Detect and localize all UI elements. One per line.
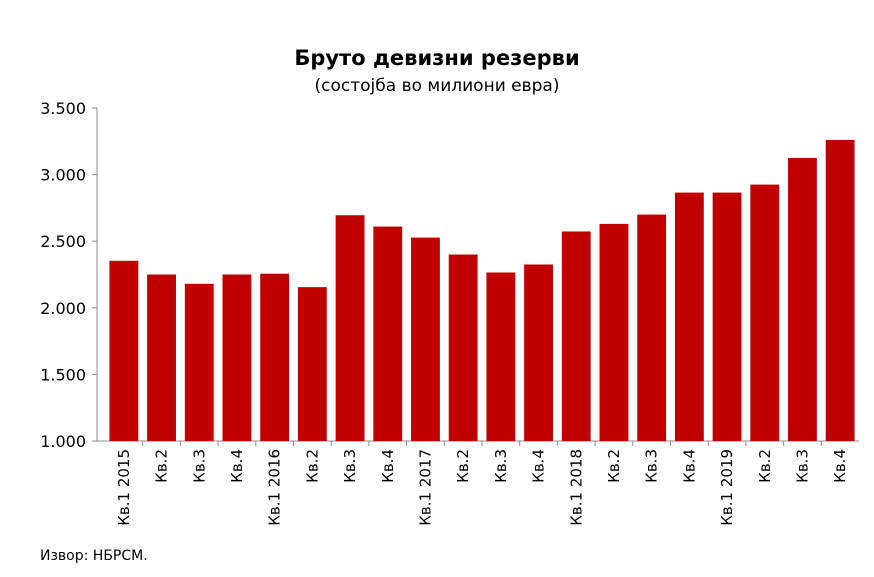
x-tick-label: Кв.2 (605, 449, 623, 483)
x-tick-label: Кв.3 (492, 449, 510, 483)
x-tick-label: Кв.3 (341, 449, 359, 483)
y-tick-label: 3.500 (40, 99, 86, 118)
x-tick-label: Кв.4 (379, 449, 397, 483)
bar (373, 226, 403, 441)
x-tick-label: Кв.4 (680, 449, 698, 483)
chart-title: Бруто девизни резерви (294, 46, 580, 70)
x-tick-label: Кв.1 2019 (718, 449, 736, 526)
bar (561, 231, 591, 441)
bar (109, 260, 139, 441)
x-tick-label: Кв.4 (831, 449, 849, 483)
x-tick-label: Кв.1 2018 (567, 449, 585, 526)
bar (448, 254, 478, 441)
bar (335, 215, 365, 441)
bar (147, 274, 176, 441)
x-tick-label: Кв.2 (454, 449, 472, 483)
bar (599, 223, 629, 441)
x-tick-label: Кв.2 (303, 449, 321, 483)
bar (486, 272, 516, 441)
x-tick-label: Кв.2 (756, 449, 774, 483)
bar (524, 264, 553, 441)
x-tick-label: Кв.3 (793, 449, 811, 483)
bar (637, 214, 667, 441)
x-tick-label: Кв.3 (643, 449, 661, 483)
bar (788, 157, 817, 441)
y-tick-label: 2.500 (40, 232, 86, 251)
x-tick-label: Кв.1 2016 (266, 449, 284, 526)
bar (297, 287, 327, 441)
source-note: Извор: НБРСМ. (40, 548, 148, 564)
bar (222, 274, 252, 441)
x-tick-label: Кв.2 (153, 449, 171, 483)
bar (411, 237, 440, 441)
bar (825, 139, 855, 441)
y-tick-label: 1.000 (40, 432, 86, 451)
bar (184, 283, 214, 441)
y-tick-label: 2.000 (40, 299, 86, 318)
bar (260, 273, 290, 441)
bar (750, 184, 780, 441)
y-tick-label: 3.000 (40, 166, 86, 185)
x-tick-label: Кв.1 2015 (115, 449, 133, 526)
bar (674, 192, 704, 441)
x-tick-label: Кв.4 (228, 449, 246, 483)
bar (712, 192, 742, 441)
y-tick-label: 1.500 (40, 365, 86, 384)
x-tick-label: Кв.1 2017 (416, 449, 434, 526)
chart-subtitle: (состојба во милиони евра) (314, 76, 560, 96)
x-tick-label: Кв.4 (530, 449, 548, 483)
x-tick-label: Кв.3 (190, 449, 208, 483)
